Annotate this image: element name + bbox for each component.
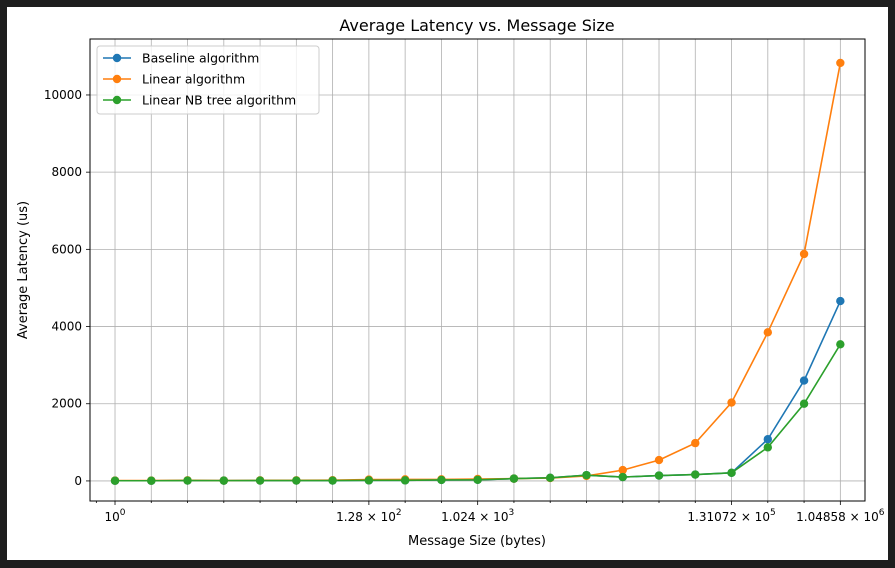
x-axis-ticks: 100 1.28 × 102 1.024 × 103 1.31072 × 105 1.0… (95, 501, 885, 524)
data-point (219, 476, 229, 485)
legend-item: Linear algorithm (103, 72, 245, 87)
data-point (836, 340, 845, 349)
y-axis-ticks: 0 2000 4000 6000 8000 10000 (44, 88, 90, 488)
x-tick-label: 1.31072 × 105 (687, 508, 775, 524)
x-tick-label: 1.024 × 103 (441, 508, 514, 524)
x-tick-label: 1.04858 × 106 (796, 508, 885, 524)
x-axis-label: Message Size (bytes) (408, 534, 546, 549)
data-point (400, 476, 410, 485)
legend-box (96, 45, 320, 115)
data-point (799, 399, 809, 408)
chart-figure: Average Latency vs. Message Size 100 1.28… (7, 7, 888, 560)
data-point (582, 470, 591, 480)
data-point (618, 465, 627, 475)
data-point (509, 474, 519, 483)
series (110, 340, 845, 485)
data-point (763, 435, 773, 444)
data-point (799, 376, 809, 385)
data-point (183, 476, 192, 485)
legend-label: Baseline algorithm (142, 51, 259, 66)
y-tick-label: 8000 (51, 165, 82, 179)
legend: Baseline algorithm Linear algorithm Linear… (96, 45, 320, 115)
data-point (836, 58, 845, 68)
data-point (763, 443, 773, 452)
legend-marker (112, 95, 122, 105)
y-axis-label: Average Latency (us) (16, 201, 31, 339)
y-tick-label: 10000 (44, 88, 82, 102)
data-point (546, 473, 555, 483)
data-point (654, 455, 664, 465)
data-point (836, 296, 845, 306)
y-tick-label: 2000 (51, 397, 82, 411)
y-tick-label: 4000 (51, 320, 82, 334)
legend-item: Baseline algorithm (103, 51, 259, 66)
data-point (473, 475, 482, 484)
data-point (364, 476, 374, 485)
data-point (292, 476, 301, 485)
data-point (799, 249, 809, 259)
line-chart: Average Latency vs. Message Size 100 1.28… (16, 16, 885, 549)
y-tick-label: 6000 (51, 242, 82, 256)
data-point (437, 475, 446, 485)
data-point (110, 476, 120, 485)
x-tick-label: 1.28 × 102 (336, 508, 401, 524)
x-tick-label: 100 (105, 508, 126, 524)
legend-label: Linear algorithm (142, 72, 245, 87)
data-point (727, 468, 736, 478)
grid (90, 39, 865, 501)
data-point (328, 476, 337, 485)
chart-title: Average Latency vs. Message Size (339, 16, 614, 35)
data-point (691, 438, 700, 448)
data-point (255, 476, 265, 485)
legend-item: Linear NB tree algorithm (103, 93, 296, 108)
legend-label: Linear NB tree algorithm (142, 93, 296, 108)
series-layer (110, 58, 845, 485)
data-point (691, 470, 700, 479)
data-point (147, 476, 156, 485)
legend-marker (112, 53, 122, 63)
data-point (618, 472, 627, 482)
data-point (763, 328, 773, 337)
data-point (727, 398, 736, 407)
legend-marker (112, 74, 122, 84)
y-tick-label: 0 (74, 474, 82, 488)
data-point (654, 471, 664, 480)
